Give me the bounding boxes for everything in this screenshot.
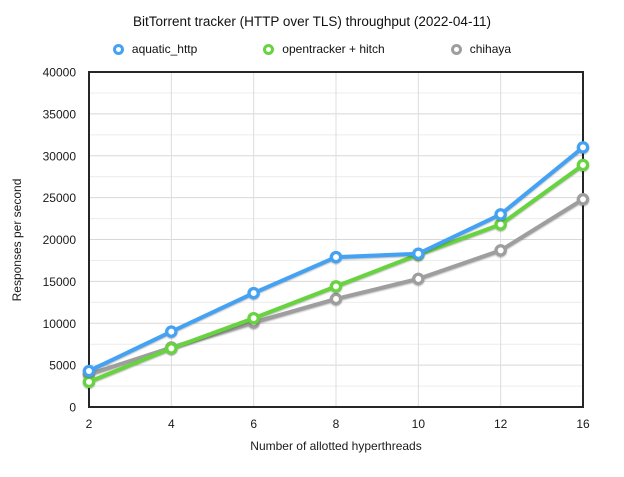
svg-text:20000: 20000 bbox=[43, 233, 77, 247]
ring-marker-icon bbox=[112, 43, 124, 55]
svg-text:8: 8 bbox=[333, 417, 340, 431]
svg-text:6: 6 bbox=[250, 417, 257, 431]
legend-label: opentracker + hitch bbox=[282, 42, 385, 56]
svg-text:40000: 40000 bbox=[43, 66, 77, 80]
svg-text:4: 4 bbox=[168, 417, 175, 431]
chart-title: BitTorrent tracker (HTTP over TLS) throu… bbox=[133, 14, 491, 29]
legend-item-chihaya: chihaya bbox=[450, 42, 512, 56]
svg-text:5000: 5000 bbox=[49, 359, 76, 373]
svg-text:0: 0 bbox=[69, 401, 76, 415]
legend-label: chihaya bbox=[469, 42, 512, 56]
legend-item-aquatic-http: aquatic_http bbox=[112, 42, 198, 56]
y-axis-title: Responses per second bbox=[10, 178, 24, 302]
svg-text:10: 10 bbox=[412, 417, 426, 431]
svg-text:12: 12 bbox=[494, 417, 508, 431]
svg-text:15000: 15000 bbox=[43, 275, 77, 289]
svg-text:10000: 10000 bbox=[43, 317, 77, 331]
svg-text:2: 2 bbox=[86, 417, 93, 431]
svg-text:25000: 25000 bbox=[43, 191, 77, 205]
ring-marker-icon bbox=[263, 43, 275, 55]
svg-text:35000: 35000 bbox=[43, 107, 77, 121]
chart-legend: aquatic_http opentracker + hitch chihaya bbox=[0, 42, 624, 56]
svg-text:30000: 30000 bbox=[43, 149, 77, 163]
svg-text:16: 16 bbox=[576, 417, 590, 431]
legend-item-opentracker-hitch: opentracker + hitch bbox=[263, 42, 385, 56]
ring-marker-icon bbox=[450, 43, 462, 55]
legend-label: aquatic_http bbox=[131, 42, 198, 56]
x-axis-title: Number of allotted hyperthreads bbox=[250, 439, 422, 453]
